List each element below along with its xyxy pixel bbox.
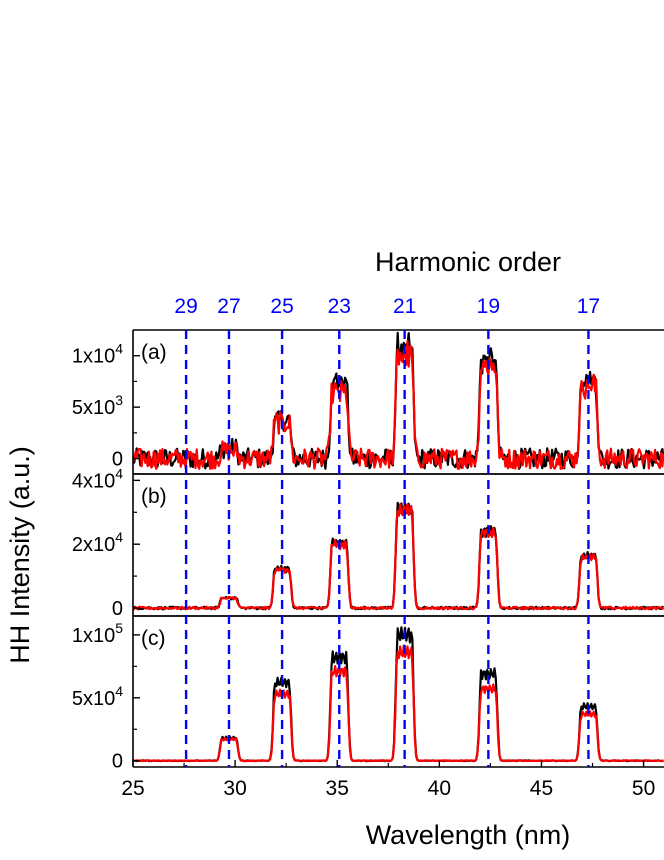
panel-label: (a) [141, 341, 167, 364]
x-tick-label: 25 [121, 777, 144, 800]
panel-1: 0 5x103 1x104 (a) [72, 329, 664, 475]
panel-label: (b) [141, 485, 167, 508]
y-tick-label: 0 [112, 598, 123, 620]
y-tick-label: 1x104 [72, 341, 123, 368]
y-tick-label: 1x105 [72, 620, 123, 647]
series-2-line [133, 503, 664, 611]
harmonic-order-label: 21 [393, 295, 416, 318]
panel-2: 0 2x104 4x104 (b) [72, 465, 664, 620]
y-tick-label: 0 [112, 751, 123, 773]
y-tick-label: 0 [112, 449, 123, 471]
y-tick-label: 4x104 [72, 465, 123, 492]
harmonic-order-label: 17 [577, 295, 600, 318]
x-tick-label: 50 [632, 777, 655, 800]
y-tick-label: 5x103 [72, 392, 123, 419]
series-1-line [133, 626, 664, 763]
harmonic-order-label: 29 [174, 295, 197, 318]
panel-label: (c) [141, 627, 166, 650]
series-2-line [133, 340, 664, 470]
y-tick-label: 5x104 [72, 683, 123, 710]
y-axis-label: HH Intensity (a.u.) [5, 446, 35, 664]
plot-area: 29 27 25 23 21 19 17 0 5x103 1x104 (a) 0 2x104 4x104 (… [72, 295, 664, 800]
x-tick-label: 40 [428, 777, 451, 800]
harmonic-order-label: 27 [217, 295, 240, 318]
series-2-line [133, 644, 664, 763]
harmonic-order-label: 19 [477, 295, 500, 318]
x-tick-label: 30 [223, 777, 246, 800]
x-axis-label: Wavelength (nm) [366, 820, 571, 850]
panel-3: 0 5x104 1x105 (c) [72, 615, 664, 773]
x-tick-label: 45 [530, 777, 553, 800]
harmonic-order-label: 25 [270, 295, 293, 318]
y-tick-label: 2x104 [72, 529, 123, 556]
top-axis-label: Harmonic order [375, 247, 561, 277]
harmonic-order-label: 23 [328, 295, 351, 318]
x-tick-label: 35 [326, 777, 349, 800]
